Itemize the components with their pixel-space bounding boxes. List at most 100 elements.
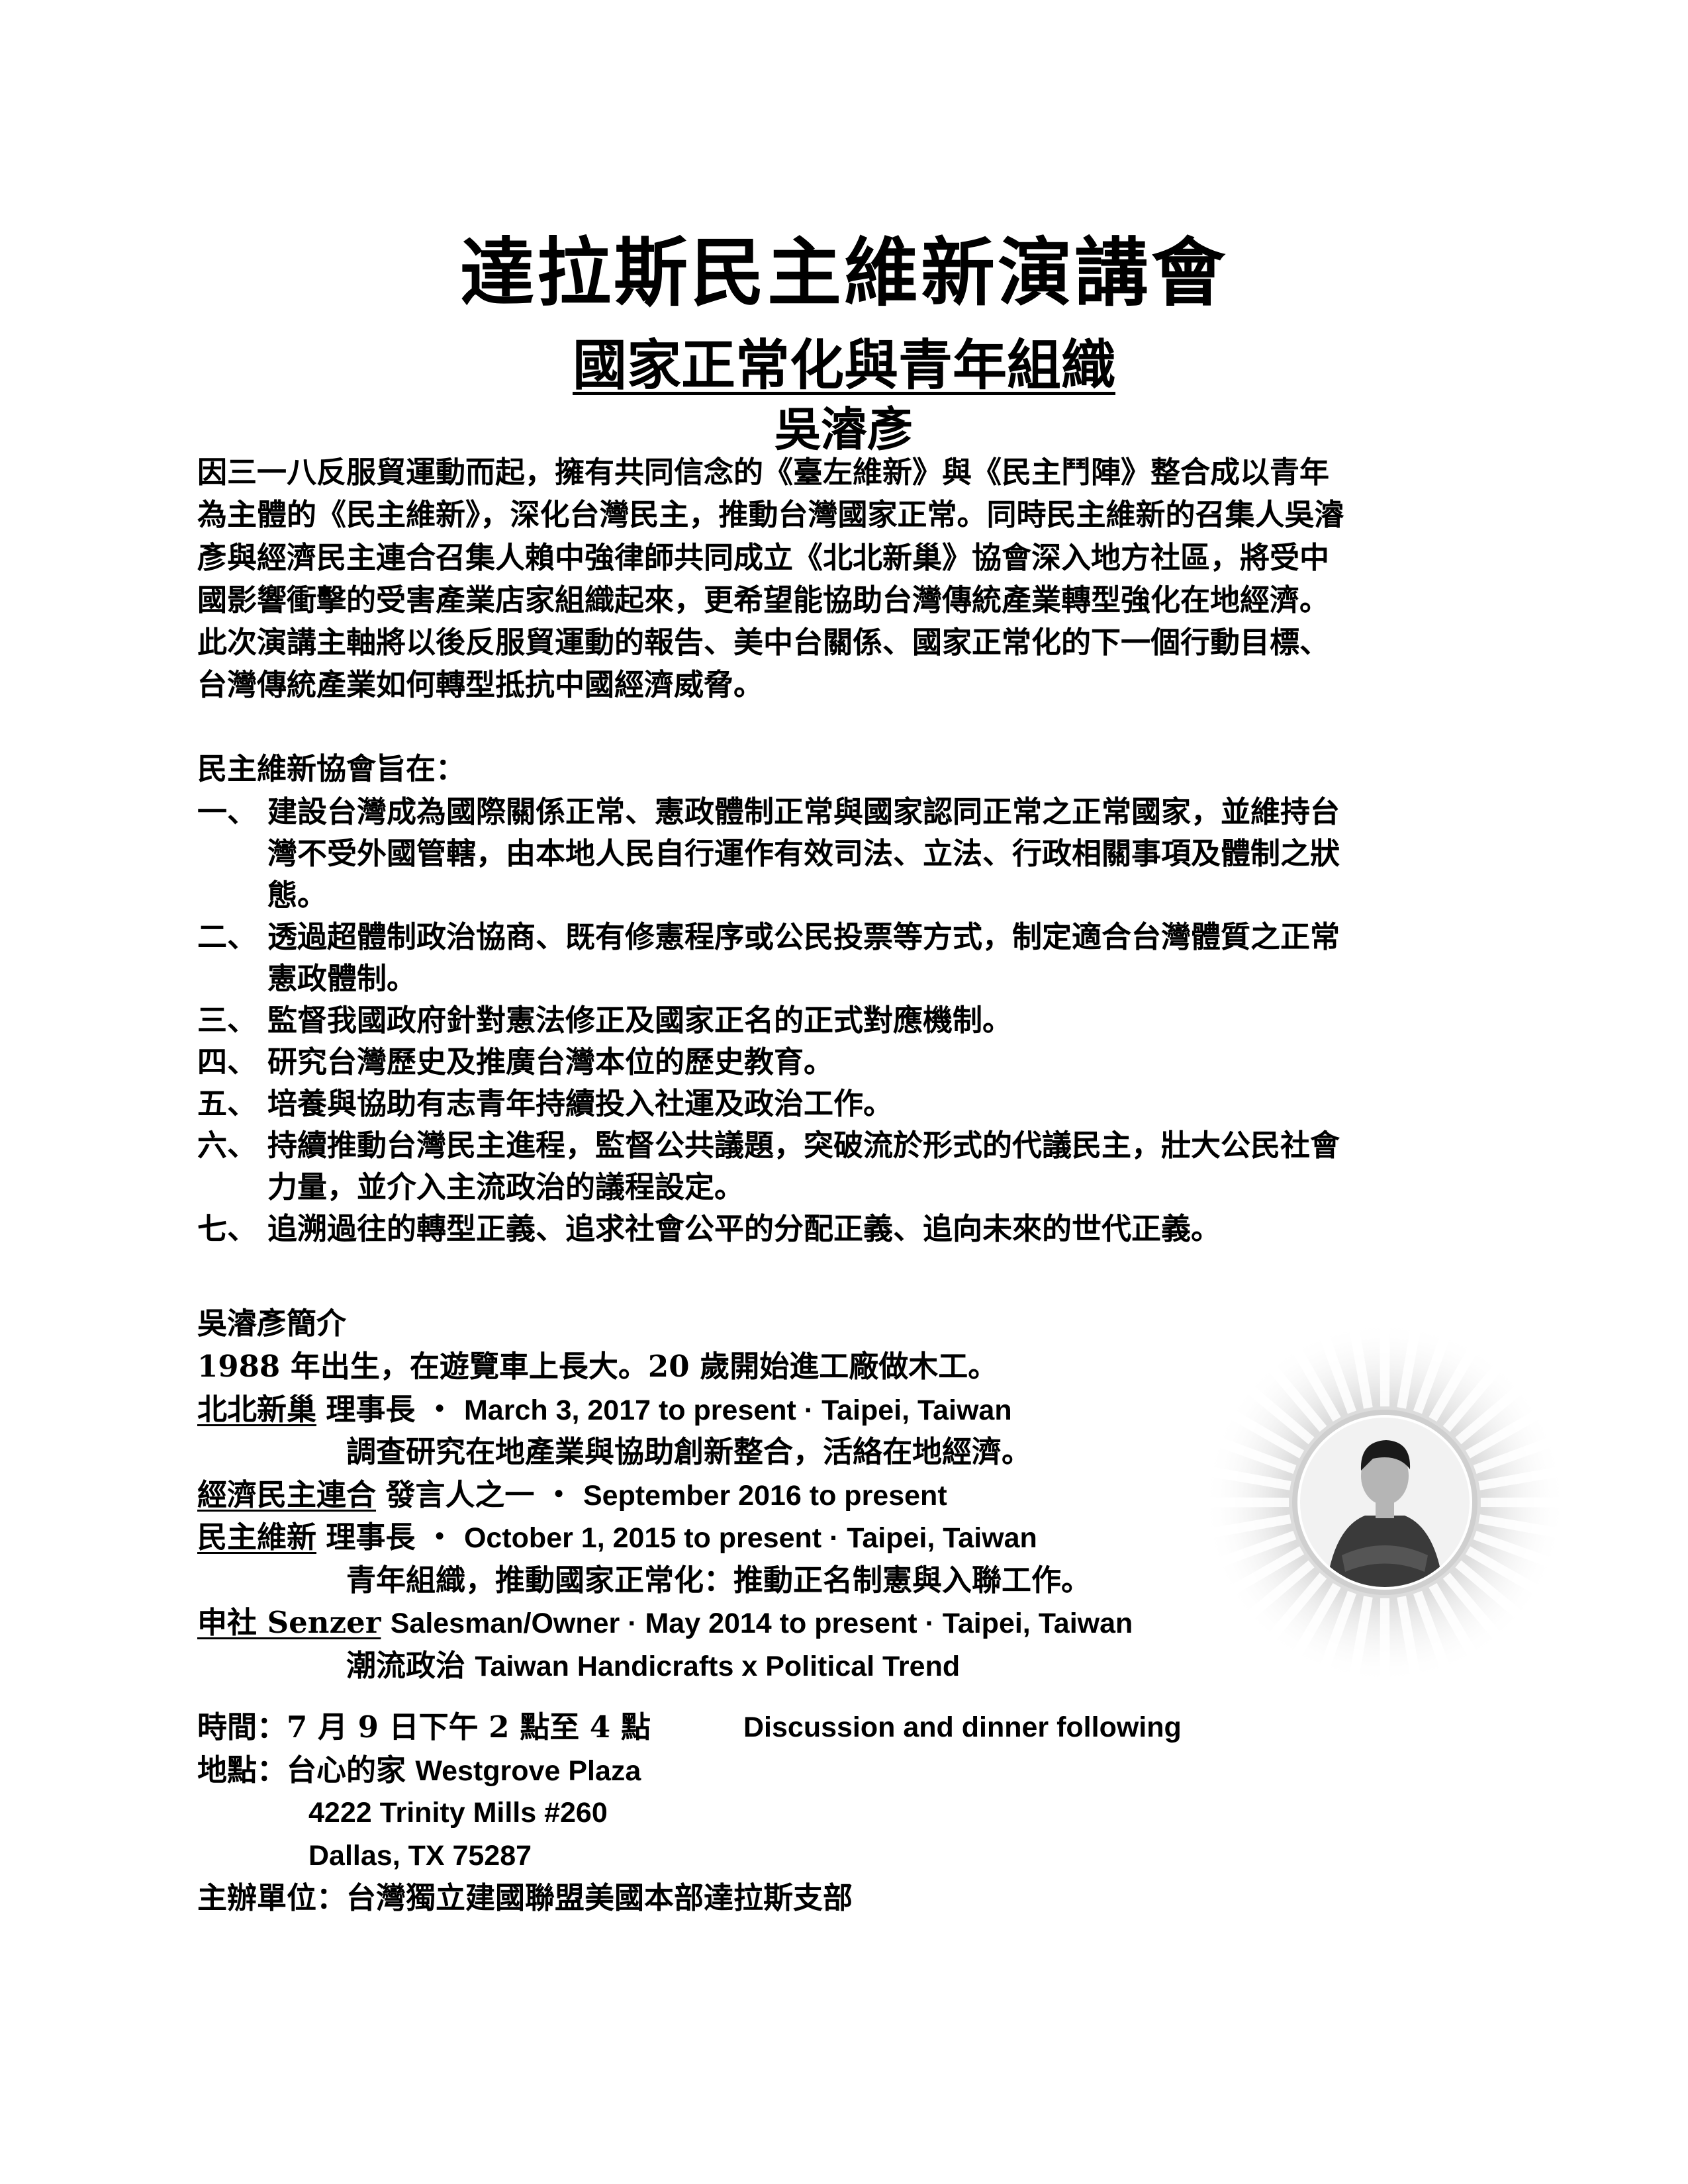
bio-note: 調查研究在地產業與協助創新整合，活絡在地經濟。 <box>346 1434 1032 1469</box>
event-address-line2: Dallas, TX 75287 <box>308 1839 532 1872</box>
mission-item-number: 二、 <box>197 919 258 954</box>
portrait-face <box>1361 1447 1409 1505</box>
bio-note-zh: 潮流政治 <box>346 1647 466 1683</box>
intro-line: 因三一八反服貿運動而起，擁有共同信念的《臺左維新》與《民主鬥陣》整合成以青年 <box>197 455 1330 490</box>
mission-item-text: 監督我國政府針對憲法修正及國家正名的正式對應機制。 <box>267 999 1508 1041</box>
mission-item-text: 培養與協助有志青年持續投入社運及政治工作。 <box>267 1083 1508 1124</box>
sunburst-ray <box>1244 1560 1315 1621</box>
mission-item-line: 追溯過往的轉型正義、追求社會公平的分配正義、追向未來的世代正義。 <box>267 1211 1221 1246</box>
bio-org-name: 民主維新 <box>197 1520 317 1555</box>
event-details: 時間：7 月 9 日下午 2 點至 4 點 Discussion and din… <box>197 1706 1455 1920</box>
bio-org-name: 北北新巢 <box>197 1391 317 1427</box>
mission-item-number: 四、 <box>197 1044 258 1079</box>
sunburst-ray <box>1319 1332 1357 1414</box>
event-time: 時間：7 月 9 日下午 2 點至 4 點 <box>197 1709 651 1745</box>
sunburst-ray <box>1413 1332 1451 1414</box>
sunburst-ray <box>1215 1436 1297 1475</box>
mission-item-number: 三、 <box>197 1003 258 1038</box>
sunburst-ray <box>1455 1383 1525 1445</box>
portrait-figure <box>1300 1418 1470 1587</box>
subtitle-text: 國家正常化與青年組織 <box>572 334 1115 397</box>
intro-line: 此次演講主軸將以後反服貿運動的報告、美中台關係、國家正常化的下一個行動目標、 <box>197 625 1330 660</box>
mission-item-line: 憲政體制。 <box>267 961 417 996</box>
sunburst-ray <box>1207 1466 1291 1490</box>
sunburst-ray <box>1319 1590 1357 1672</box>
sunburst-ray <box>1380 1324 1390 1407</box>
sunburst-ray <box>1291 1582 1341 1660</box>
bio-separator: ・ <box>424 1520 455 1555</box>
bio-detail: Salesman/Owner · May 2014 to present · T… <box>390 1608 1133 1639</box>
intro-paragraph: 因三一八反服貿運動而起，擁有共同信念的《臺左維新》與《民主鬥陣》整合成以青年 為… <box>197 451 1488 707</box>
intro-line: 為主體的《民主維新》，深化台灣民主，推動台灣國家正常。同時民主維新的召集人吳濬 <box>197 497 1344 533</box>
mission-item-line: 培養與協助有志青年持續投入社運及政治工作。 <box>267 1086 894 1121</box>
bio-section: 1988 年出生，在遊覽車上長大。20 歲開始進工廠做木工。 北北新巢 理事長 … <box>197 1345 1323 1687</box>
sunburst-ray <box>1465 1546 1542 1596</box>
bio-note-en: Taiwan Handicrafts x Political Trend <box>475 1650 961 1682</box>
bio-born: 1988 年出生，在遊覽車上長大。20 歲開始進工廠做木工。 <box>197 1349 998 1384</box>
mission-item-text: 研究台灣歷史及推廣台灣本位的歷史教育。 <box>267 1041 1508 1083</box>
sunburst-ray <box>1473 1436 1555 1475</box>
sunburst-ray <box>1442 1362 1504 1432</box>
intro-line: 台灣傳統產業如何轉型抵抗中國經濟威脅。 <box>197 667 764 703</box>
mission-item: 七、 追溯過往的轉型正義、追求社會公平的分配正義、追向未來的世代正義。 <box>197 1208 1508 1250</box>
mission-item-number: 七、 <box>197 1211 258 1246</box>
sunburst-ray <box>1227 1408 1305 1459</box>
intro-line: 彥與經濟民主連合召集人賴中強律師共同成立《北北新巢》協會深入地方社區，將受中 <box>197 539 1330 575</box>
sunburst-ray <box>1266 1572 1327 1643</box>
mission-item-number: 五、 <box>197 1086 258 1121</box>
portrait-hair <box>1360 1440 1411 1471</box>
sunburst-ray <box>1291 1345 1341 1422</box>
mission-item-line: 監督我國政府針對憲法修正及國家正名的正式對應機制。 <box>267 1003 1013 1038</box>
sunburst-ray <box>1465 1408 1542 1459</box>
event-dinner-note: Discussion and dinner following <box>743 1711 1182 1743</box>
event-title: 達拉斯民主維新演講會 <box>460 230 1228 316</box>
sunburst-ray <box>1480 1497 1564 1508</box>
bio-position: 民主維新 理事長 ・ October 1, 2015 to present · … <box>197 1516 1323 1559</box>
bio-separator: ・ <box>543 1477 574 1512</box>
sunburst-ray <box>1473 1530 1555 1569</box>
mission-list: 一、 建設台灣成為國際關係正常、憲政體制正常與國家認同正常之正常國家，並維持台 … <box>197 791 1508 1250</box>
mission-item-number: 六、 <box>197 1128 258 1163</box>
bio-org-name: 申社 Senzer <box>197 1605 381 1640</box>
sunburst-ray <box>1397 1325 1421 1409</box>
sunburst-ray <box>1478 1466 1562 1490</box>
sunburst-ray <box>1380 1598 1390 1681</box>
bio-detail: March 3, 2017 to present · Taipei, Taiwa… <box>463 1394 1012 1426</box>
sunburst-ray <box>1413 1590 1451 1672</box>
event-organizer: 主辦單位：台灣獨立建國聯盟美國本部達拉斯支部 <box>197 1880 853 1915</box>
mission-item-text: 持續推動台灣民主進程，監督公共議題，突破流於形式的代議民主，壯大公民社會 力量，… <box>267 1124 1508 1208</box>
bio-detail: September 2016 to present <box>583 1479 947 1512</box>
mission-item-line: 力量，並介入主流政治的議程設定。 <box>267 1169 745 1205</box>
sunburst-ray <box>1348 1596 1373 1680</box>
mission-heading: 民主維新協會旨在： <box>197 751 466 786</box>
bio-position: 申社 Senzer Salesman/Owner · May 2014 to p… <box>197 1602 1323 1645</box>
bio-detail: October 1, 2015 to present · Taipei, Tai… <box>463 1522 1037 1554</box>
sunburst-ray <box>1206 1497 1289 1508</box>
mission-item-number: 一、 <box>197 794 258 829</box>
mission-item-line: 透過超體制政治協商、既有修憲程序或公民投票等方式，制定適合台灣體質之正常 <box>267 919 1340 954</box>
mission-item-text: 追溯過往的轉型正義、追求社會公平的分配正義、追向未來的世代正義。 <box>267 1208 1508 1250</box>
mission-item-line: 建設台灣成為國際關係正常、憲政體制正常與國家認同正常之正常國家，並維持台 <box>267 794 1340 829</box>
sunburst-ray <box>1227 1546 1305 1596</box>
bio-position: 北北新巢 理事長 ・ March 3, 2017 to present · Ta… <box>197 1388 1323 1432</box>
mission-item-text: 透過超體制政治協商、既有修憲程序或公民投票等方式，制定適合台灣體質之正常 憲政體… <box>267 916 1508 999</box>
sunburst-ray <box>1442 1572 1504 1643</box>
bio-heading: 吳濬彥簡介 <box>197 1306 347 1341</box>
bio-separator: ・ <box>424 1391 455 1427</box>
bio-note: 潮流政治 Taiwan Handicrafts x Political Tren… <box>197 1645 1323 1688</box>
sunburst-ray <box>1397 1596 1421 1680</box>
event-subtitle: 國家正常化與青年組織 <box>0 321 1688 400</box>
speaker-photo <box>1199 1317 1570 1688</box>
event-place-row: 地點：台心的家 Westgrove Plaza <box>197 1749 1455 1792</box>
mission-item: 六、 持續推動台灣民主進程，監督公共議題，突破流於形式的代議民主，壯大公民社會 … <box>197 1124 1508 1208</box>
bio-position: 經濟民主連合 發言人之一 ・ September 2016 to present <box>197 1474 1323 1517</box>
sunburst-ray <box>1429 1582 1479 1660</box>
sunburst-ray <box>1455 1560 1525 1621</box>
bio-note: 青年組織，推動國家正常化：推動正名制憲與入聯工作。 <box>346 1562 1092 1598</box>
bio-role: 理事長 <box>326 1520 416 1555</box>
mission-item-line: 持續推動台灣民主進程，監督公共議題，突破流於形式的代議民主，壯大公民社會 <box>267 1128 1340 1163</box>
mission-item: 二、 透過超體制政治協商、既有修憲程序或公民投票等方式，制定適合台灣體質之正常 … <box>197 916 1508 999</box>
sunburst-ray <box>1478 1514 1562 1539</box>
mission-item: 五、 培養與協助有志青年持續投入社運及政治工作。 <box>197 1083 1508 1124</box>
